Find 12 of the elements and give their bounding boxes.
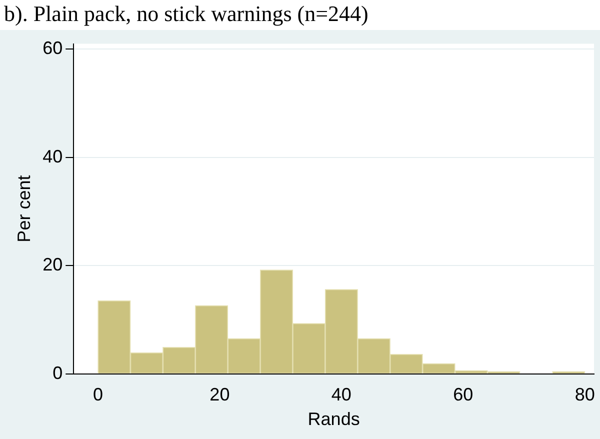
x-tick-label: 60 xyxy=(453,384,474,405)
x-tick-label: 20 xyxy=(210,384,230,405)
chart-title: b). Plain pack, no stick warnings (n=244) xyxy=(3,0,370,28)
y-tick-label: 40 xyxy=(42,146,63,166)
y-axis-title: Per cent xyxy=(14,175,34,242)
y-tick-label: 20 xyxy=(42,254,63,275)
x-tick-label: 40 xyxy=(331,384,352,405)
x-tick-label: 80 xyxy=(574,384,595,405)
x-axis-title: Rands xyxy=(308,409,360,430)
x-tick-label: 0 xyxy=(92,384,103,405)
y-tick-label: 60 xyxy=(42,38,63,58)
y-tick-label: 0 xyxy=(52,362,63,383)
